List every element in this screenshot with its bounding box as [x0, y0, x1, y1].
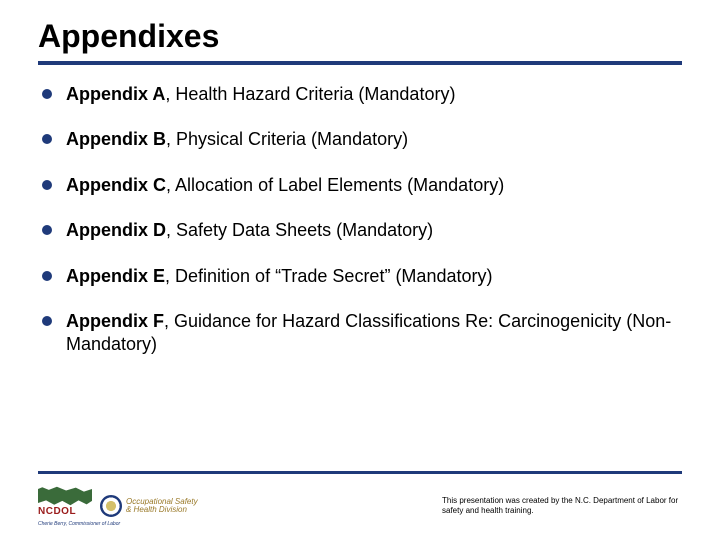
title-underline	[38, 61, 682, 65]
bullet-list: Appendix A, Health Hazard Criteria (Mand…	[38, 83, 682, 357]
item-bold: Appendix F	[66, 311, 164, 331]
osh-block: Occupational Safety & Health Division	[100, 495, 198, 517]
item-bold: Appendix D	[66, 220, 166, 240]
footer-underline	[38, 471, 682, 474]
item-text: , Safety Data Sheets (Mandatory)	[166, 220, 433, 240]
item-bold: Appendix A	[66, 84, 165, 104]
list-item: Appendix B, Physical Criteria (Mandatory…	[40, 128, 682, 151]
osh-line2: & Health Division	[126, 506, 198, 514]
list-item: Appendix E, Definition of “Trade Secret”…	[40, 265, 682, 288]
list-item: Appendix D, Safety Data Sheets (Mandator…	[40, 219, 682, 242]
item-text: , Physical Criteria (Mandatory)	[166, 129, 408, 149]
osh-text: Occupational Safety & Health Division	[126, 498, 198, 514]
item-bold: Appendix B	[66, 129, 166, 149]
logo-area: NCDOL Cherie Berry, Commissioner of Labo…	[38, 485, 198, 527]
ncdol-text: NCDOL	[38, 506, 76, 517]
ncdol-logo: NCDOL Cherie Berry, Commissioner of Labo…	[38, 485, 92, 527]
slide-title: Appendixes	[38, 18, 682, 61]
seal-icon	[100, 495, 122, 517]
nc-state-icon	[38, 485, 92, 507]
footer-note: This presentation was created by the N.C…	[442, 496, 682, 515]
item-bold: Appendix E	[66, 266, 165, 286]
item-bold: Appendix C	[66, 175, 166, 195]
list-item: Appendix C, Allocation of Label Elements…	[40, 174, 682, 197]
item-text: , Health Hazard Criteria (Mandatory)	[165, 84, 455, 104]
slide: Appendixes Appendix A, Health Hazard Cri…	[0, 0, 720, 540]
list-item: Appendix F, Guidance for Hazard Classifi…	[40, 310, 682, 357]
commissioner-text: Cherie Berry, Commissioner of Labor	[38, 521, 120, 527]
item-text: , Allocation of Label Elements (Mandator…	[166, 175, 504, 195]
footer: NCDOL Cherie Berry, Commissioner of Labo…	[38, 478, 682, 534]
item-text: , Definition of “Trade Secret” (Mandator…	[165, 266, 492, 286]
list-item: Appendix A, Health Hazard Criteria (Mand…	[40, 83, 682, 106]
